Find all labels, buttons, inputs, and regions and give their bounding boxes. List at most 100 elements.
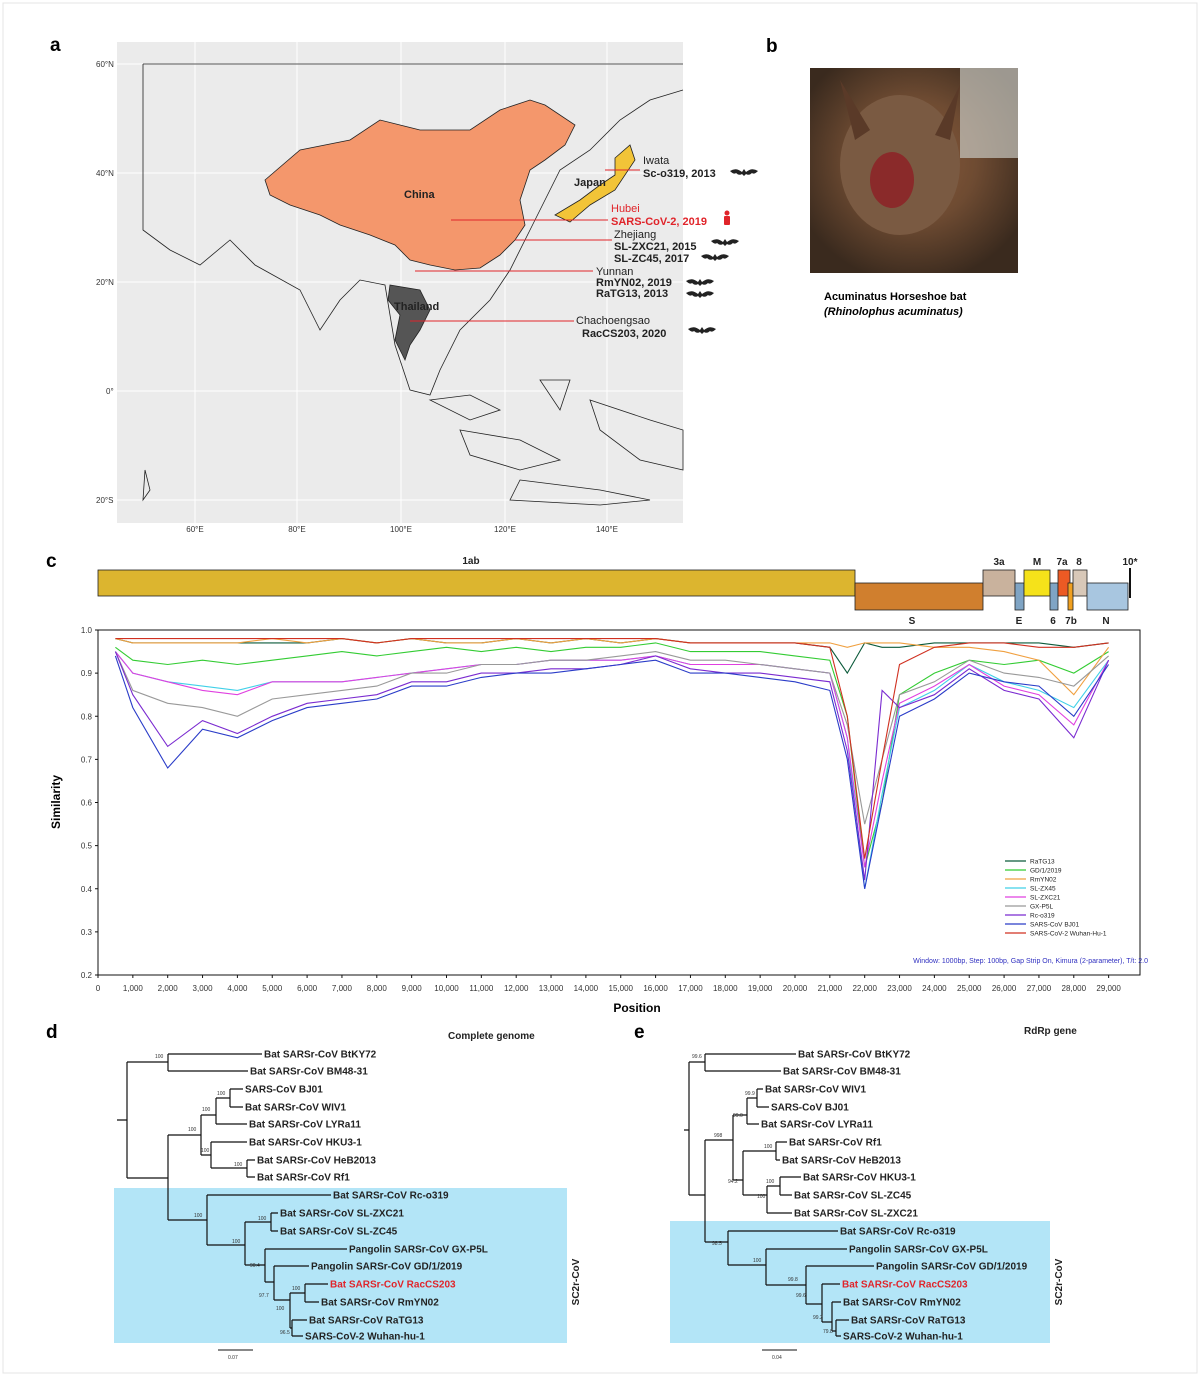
bat-icon — [711, 239, 739, 246]
tree-leaf-label: Bat SARSr-CoV Rc-o319 — [840, 1227, 956, 1238]
x-tick-label: 2,000 — [158, 984, 179, 993]
tree-leaf-label: SARS-CoV BJ01 — [245, 1085, 323, 1096]
bat-photo — [810, 68, 1018, 273]
tree-leaf-label: Bat SARSr-CoV RacCS203 — [842, 1280, 968, 1291]
svg-text:10*: 10* — [1122, 557, 1137, 568]
bootstrap-value: 96.5 — [280, 1330, 290, 1336]
tree-leaf-label: SARS-CoV-2 Wuhan-hu-1 — [843, 1332, 963, 1343]
human-icon — [724, 210, 730, 225]
panel-label-b: b — [766, 36, 778, 57]
tree-leaf-label: Bat SARSr-CoV RaTG13 — [309, 1316, 424, 1327]
x-tick-label: 13,000 — [539, 984, 564, 993]
y-tick-label: 0.7 — [81, 755, 93, 764]
bootstrap-value: 99.6 — [796, 1293, 806, 1299]
thailand-region — [387, 284, 431, 362]
x-tick-label: 15,000 — [609, 984, 634, 993]
x-tick-label: 11,000 — [469, 984, 493, 993]
bootstrap-value: 98.5 — [712, 1241, 722, 1247]
x-tick-label: 5,000 — [262, 984, 283, 993]
x-tick-label: 19,000 — [748, 984, 773, 993]
tree-leaf-label: Bat SARSr-CoV RmYN02 — [843, 1298, 961, 1309]
legend-label: Rc-o319 — [1030, 913, 1055, 920]
tree-leaf-label: Bat SARSr-CoV RacCS203 — [330, 1280, 456, 1291]
coastline — [142, 63, 684, 396]
thailand-label: Thailand — [394, 301, 439, 313]
china-region — [264, 99, 576, 271]
tree-leaf-label: Pangolin SARSr-CoV GX-P5L — [349, 1245, 488, 1256]
x-tick-label: 16,000 — [643, 984, 668, 993]
bootstrap-value: 100 — [292, 1286, 301, 1292]
annotation-hubei: Hubei SARS-CoV-2, 2019 — [611, 203, 730, 228]
svg-text:S: S — [909, 616, 916, 627]
gene-M — [1023, 569, 1051, 597]
x-tick-label: 24,000 — [922, 984, 947, 993]
svg-text:140°E: 140°E — [596, 525, 618, 534]
x-tick-label: 23,000 — [887, 984, 912, 993]
annotation-yunnan: Yunnan RmYN02, 2019 RaTG13, 2013 — [596, 266, 672, 300]
gene-8 — [1072, 569, 1088, 597]
tree-leaf-label: Bat SARSr-CoV WIV1 — [765, 1085, 867, 1096]
tree-d-scale-label: 0.07 — [228, 1355, 238, 1361]
bootstrap-value: 99.0 — [733, 1113, 743, 1119]
bat-icons — [686, 169, 758, 334]
svg-text:7b: 7b — [1065, 616, 1077, 627]
tree-d-branches — [117, 1053, 347, 1337]
series-line-5 — [114, 651, 1109, 825]
legend-label: SL-ZX45 — [1030, 886, 1056, 893]
tree-leaf-label: Bat SARSr-CoV HeB2013 — [782, 1156, 901, 1167]
svg-text:SL-ZXC21, 2015: SL-ZXC21, 2015 — [614, 241, 697, 253]
bootstrap-value: 94.2 — [728, 1179, 738, 1185]
series-line-6 — [114, 651, 1110, 881]
tree-leaf-label: Bat SARSr-CoV BtKY72 — [264, 1050, 377, 1061]
svg-text:RmYN02, 2019: RmYN02, 2019 — [596, 277, 672, 289]
islands — [142, 379, 684, 506]
bootstrap-value: 100 — [201, 1148, 210, 1154]
bootstrap-value: 100 — [258, 1216, 267, 1222]
bootstrap-value: 998 — [714, 1133, 723, 1139]
svg-text:20°S: 20°S — [96, 496, 113, 505]
x-tick-label: 17,000 — [678, 984, 703, 993]
tree-leaf-label: Bat SARSr-CoV SL-ZC45 — [280, 1227, 398, 1238]
gene-3a — [982, 569, 1016, 597]
bat-icon — [686, 279, 714, 286]
svg-text:RaTG13, 2013: RaTG13, 2013 — [596, 288, 668, 300]
bootstrap-value: 100 — [764, 1144, 773, 1150]
tree-leaf-label: Pangolin SARSr-CoV GD/1/2019 — [876, 1262, 1028, 1273]
bootstrap-value: 79.8 — [823, 1329, 833, 1335]
svg-text:1ab: 1ab — [462, 556, 479, 567]
tree-leaf-label: Bat SARSr-CoV SL-ZXC21 — [280, 1209, 404, 1220]
gene-E — [1014, 582, 1025, 611]
series-line-7 — [114, 655, 1110, 889]
svg-text:6: 6 — [1050, 616, 1056, 627]
bootstrap-value: 100 — [234, 1162, 243, 1168]
china-label: China — [404, 189, 435, 201]
svg-text:0°: 0° — [106, 387, 114, 396]
bootstrap-value: 100 — [217, 1091, 226, 1097]
y-tick-label: 1.0 — [81, 626, 93, 635]
x-tick-label: 4,000 — [227, 984, 248, 993]
x-tick-label: 6,000 — [297, 984, 318, 993]
tree-leaf-label: Bat SARSr-CoV SL-ZC45 — [794, 1191, 912, 1202]
x-tick-label: 3,000 — [193, 984, 214, 993]
svg-text:20°N: 20°N — [96, 278, 114, 287]
annotation-chachoengsao: Chachoengsao RacCS203, 2020 — [576, 315, 666, 340]
svg-text:120°E: 120°E — [494, 525, 516, 534]
x-tick-label: 12,000 — [504, 984, 529, 993]
y-tick-label: 0.8 — [81, 712, 93, 721]
tree-e-branches — [684, 1053, 874, 1337]
legend-label: SARS-CoV-2 Wuhan-Hu-1 — [1030, 931, 1107, 938]
gene-7b — [1067, 582, 1074, 611]
tree-e-title: RdRp gene — [1024, 1026, 1077, 1037]
svg-text:SL-ZC45, 2017: SL-ZC45, 2017 — [614, 253, 689, 265]
tree-leaf-label: Bat SARSr-CoV LYRa11 — [761, 1120, 873, 1131]
bat-icon — [730, 169, 758, 176]
panel-label-e: e — [634, 1022, 645, 1043]
tree-leaf-label: Bat SARSr-CoV HeB2013 — [257, 1156, 376, 1167]
tree-d-clade-label: SC2r-CoV — [571, 1258, 582, 1305]
x-tick-label: 28,000 — [1062, 984, 1087, 993]
tree-e: Bat SARSr-CoV BtKY72 Bat SARSr-CoV BM48-3… — [670, 1050, 1065, 1361]
x-tick-label: 26,000 — [992, 984, 1017, 993]
svg-text:M: M — [1033, 557, 1041, 568]
